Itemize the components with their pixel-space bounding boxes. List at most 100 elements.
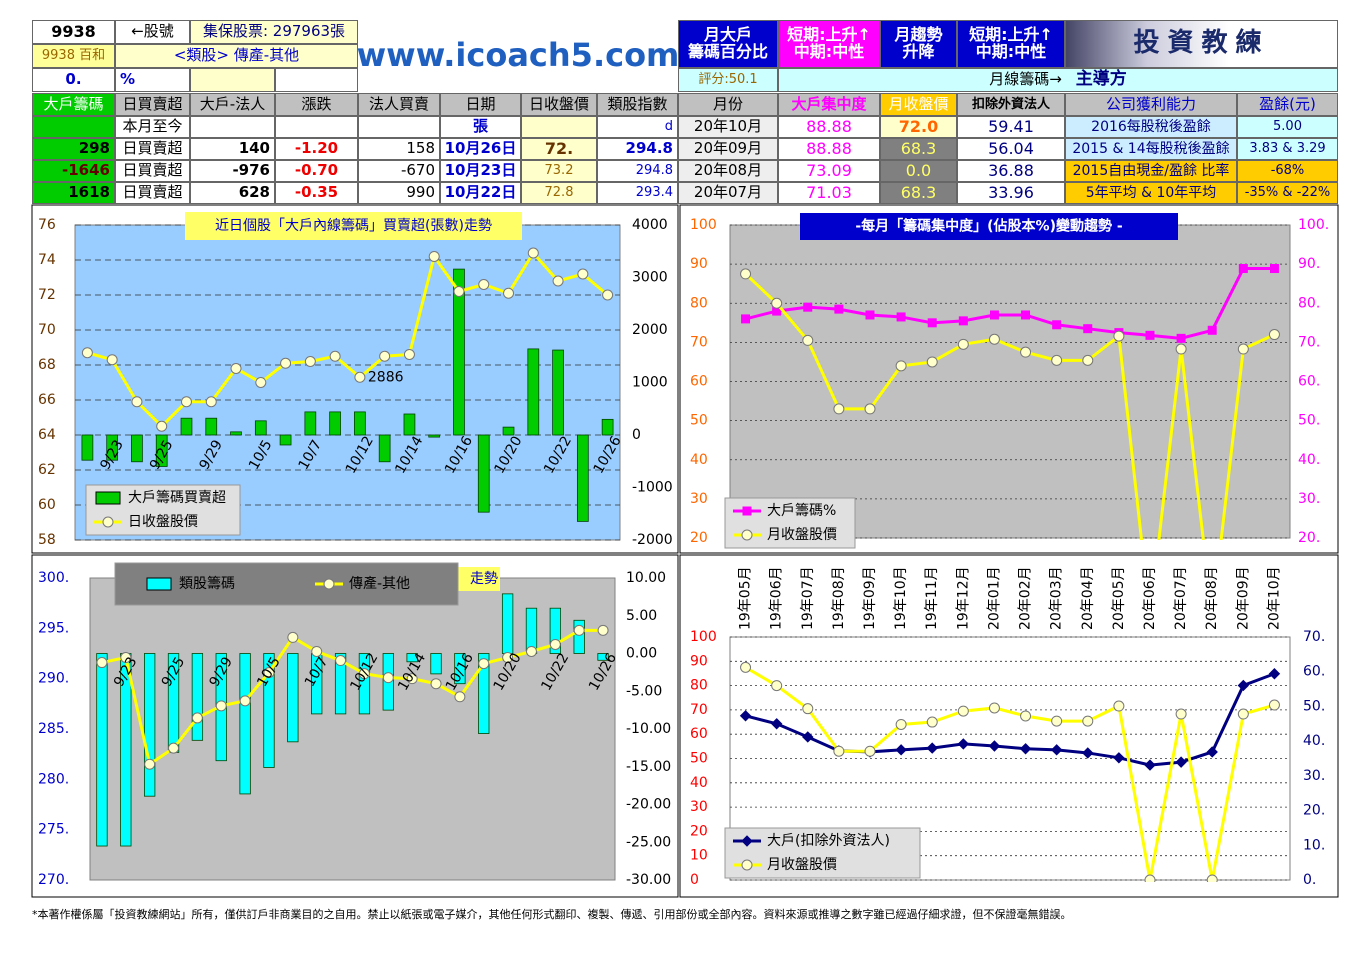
cell-text: 0.0 <box>905 160 932 180</box>
table-cell: 72.8 <box>521 182 597 204</box>
bar <box>430 653 442 675</box>
cell-text: 月大戶 <box>703 25 752 45</box>
title-box <box>185 212 522 240</box>
marker <box>205 396 217 408</box>
y-tick-label: 64 <box>38 427 56 443</box>
bar <box>106 434 119 461</box>
marker <box>215 700 227 712</box>
y2-tick-label: 1000 <box>632 375 668 391</box>
marker <box>191 712 203 724</box>
legend-label: 月收盤股價 <box>767 856 837 873</box>
y2-tick-label: 20. <box>1303 803 1325 819</box>
marker <box>833 403 845 415</box>
marker <box>926 716 938 728</box>
bar <box>378 434 391 463</box>
legend-box <box>114 562 459 606</box>
legend-marker <box>741 529 753 541</box>
marker <box>957 705 969 717</box>
y-tick-label: 60 <box>38 497 56 513</box>
column-header: 盈餘(元) <box>1237 93 1338 116</box>
table-cell: 日買賣超 <box>115 138 190 160</box>
bar <box>205 417 218 436</box>
marker <box>120 652 132 664</box>
y-tick-label: 0 <box>690 872 699 888</box>
marker <box>406 673 418 685</box>
cell-text: 294.8 <box>625 139 673 158</box>
cell-text: 33.96 <box>988 182 1034 202</box>
cell-text: 20年10月 <box>693 117 763 136</box>
legend-marker <box>742 506 752 516</box>
marker <box>1268 329 1280 341</box>
line <box>101 628 604 767</box>
table-cell: 293.4 <box>597 182 678 204</box>
column-header: 大戶-法人 <box>190 93 275 116</box>
cell-text: 類股指數 <box>607 94 668 113</box>
chart-title: 近日個股「大戶內線籌碼」買賣超(張數)走勢 <box>215 218 492 234</box>
bar <box>601 418 614 436</box>
marker <box>1082 747 1094 759</box>
y2-tick-label: 70. <box>1303 629 1325 645</box>
y-tick-label: 30 <box>690 799 708 815</box>
cell-text: 73.2 <box>544 163 574 179</box>
x-tick-label: 19年05月 <box>738 566 754 630</box>
marker <box>1269 264 1279 274</box>
y2-tick-label: 80. <box>1298 295 1320 311</box>
y-tick-label: 290. <box>38 671 69 687</box>
table-cell: 20年08月 <box>678 160 778 182</box>
code-label: ←股號 <box>115 20 190 44</box>
legend-marker <box>741 859 753 871</box>
table-cell: 5年平均 & 10年平均 <box>1065 182 1237 204</box>
y-tick-label: 285. <box>38 721 69 737</box>
table-cell: 68.3 <box>880 182 957 204</box>
marker <box>304 356 316 367</box>
monthly-flow: 月線籌碼→ 主導方 <box>778 68 1338 92</box>
cell-text: 月份 <box>712 94 743 113</box>
cell-text: ←股號 <box>131 22 174 41</box>
cell-text: 大戶-法人 <box>199 94 266 113</box>
table-cell: 68.3 <box>880 138 957 160</box>
table-cell: 2015 & 14每股稅後盈餘 <box>1065 138 1237 160</box>
table-cell: 5.00 <box>1237 116 1338 138</box>
y-tick-label: 60 <box>690 726 708 742</box>
legend-swatch <box>146 577 172 591</box>
legend-marker <box>102 516 114 528</box>
marker <box>957 738 970 750</box>
marker <box>1113 752 1125 764</box>
cell-text: 短期:上升↑ <box>787 25 871 45</box>
marker <box>525 645 537 657</box>
y2-tick-label: -20.00 <box>626 797 671 813</box>
cell-text: 140 <box>238 139 270 158</box>
marker <box>740 268 752 280</box>
table-cell: 56.04 <box>957 138 1065 160</box>
marker <box>280 357 292 369</box>
y-tick-label: 70 <box>38 322 56 338</box>
cell-text: 日收盤價 <box>528 94 589 113</box>
y-tick-label: 50 <box>690 751 708 767</box>
table-cell: -1646 <box>32 160 115 182</box>
legend-label: 月收盤股價 <box>767 526 837 543</box>
bar <box>131 434 143 463</box>
marker <box>958 316 968 326</box>
table-cell: 20年10月 <box>678 116 778 138</box>
marker <box>1082 715 1094 727</box>
legend-swatch <box>95 491 121 505</box>
marker <box>802 731 814 743</box>
table-cell: -68% <box>1237 160 1338 182</box>
cell-text: 大戶集中度 <box>791 94 867 113</box>
marker <box>597 624 609 636</box>
y2-tick-label: 0. <box>1303 872 1316 888</box>
line <box>745 267 1275 340</box>
cell-text: 298 <box>78 139 110 158</box>
cell-text: 法人買賣 <box>368 94 429 113</box>
line <box>86 250 609 429</box>
status: 短期:上升↑ 中期:中性 <box>957 20 1065 68</box>
cell-text: 2016每股稅後盈餘 <box>1091 118 1211 135</box>
cell-text: 10月22日 <box>444 183 517 202</box>
bar <box>254 420 267 436</box>
cell-text: 20年07月 <box>693 183 763 202</box>
cell-text: 68.3 <box>900 182 937 202</box>
y2-tick-label: 40. <box>1303 733 1325 749</box>
legend-marker <box>323 578 335 590</box>
cell-text: www.icoach5.com <box>358 36 678 75</box>
